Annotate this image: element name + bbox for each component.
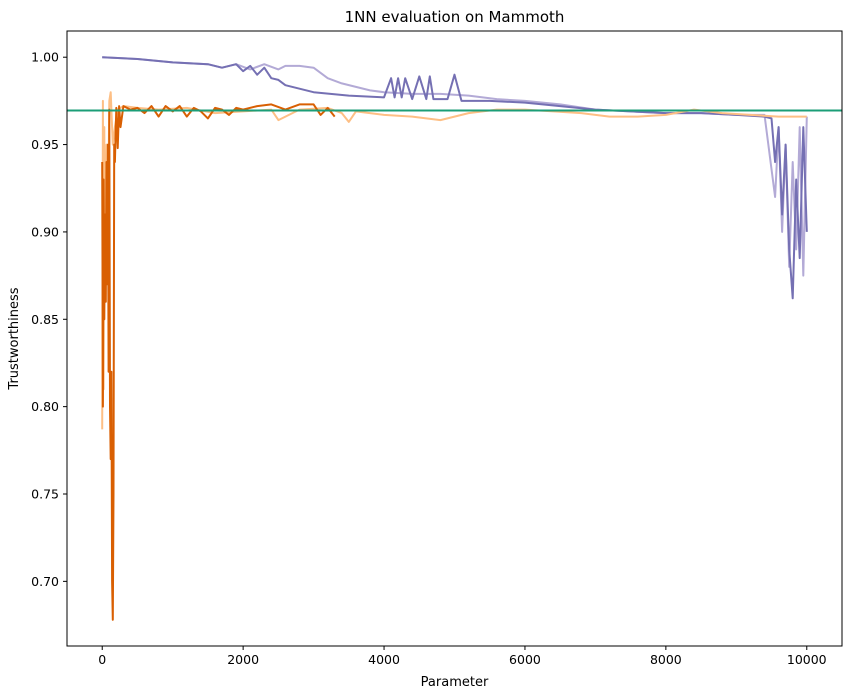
y-tick-label: 0.90 — [31, 224, 59, 239]
y-tick-label: 0.80 — [31, 399, 59, 414]
x-ticks: 0 2000 4000 6000 8000 10000 — [98, 646, 827, 667]
x-axis-label: Parameter — [421, 675, 489, 690]
y-tick-label: 0.85 — [31, 312, 59, 327]
y-tick-label: 1.00 — [31, 50, 59, 65]
y-tick-label: 0.75 — [31, 486, 59, 501]
chart-title: 1NN evaluation on Mammoth — [345, 8, 565, 26]
y-ticks: 0.70 0.75 0.80 0.85 0.90 0.95 1.00 — [31, 50, 67, 589]
x-tick-label: 2000 — [227, 652, 259, 667]
x-tick-label: 0 — [98, 652, 106, 667]
plot-frame — [66, 30, 843, 647]
y-tick-label: 0.95 — [31, 137, 59, 152]
x-tick-label: 6000 — [509, 652, 541, 667]
x-tick-label: 8000 — [650, 652, 682, 667]
series-line-1 — [102, 56, 808, 300]
x-tick-label: 10000 — [787, 652, 827, 667]
x-tick-label: 4000 — [368, 652, 400, 667]
y-tick-label: 0.70 — [31, 574, 59, 589]
y-axis-label: Trustworthiness — [7, 287, 22, 390]
